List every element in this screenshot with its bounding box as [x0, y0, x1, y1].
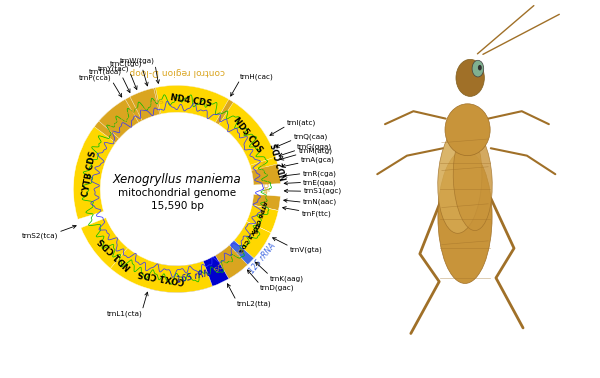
- Text: trnM(atg): trnM(atg): [299, 148, 332, 154]
- Text: 15,590 bp: 15,590 bp: [151, 201, 203, 211]
- Text: Xenogryllus maniema: Xenogryllus maniema: [113, 173, 241, 186]
- Wedge shape: [247, 145, 280, 182]
- Text: trnY(tac): trnY(tac): [98, 65, 130, 72]
- Text: trnS1(agc): trnS1(agc): [304, 188, 341, 194]
- Wedge shape: [251, 164, 280, 185]
- Wedge shape: [73, 127, 116, 219]
- Text: ND3 CDS: ND3 CDS: [258, 160, 268, 192]
- Text: 12S rRNA: 12S rRNA: [247, 241, 277, 275]
- Text: trnL1(cta): trnL1(cta): [106, 311, 142, 317]
- Text: CYTB CDS: CYTB CDS: [81, 150, 98, 197]
- Text: COX2 CDS: COX2 CDS: [212, 245, 244, 271]
- Text: trnF(ttc): trnF(ttc): [302, 211, 331, 217]
- Text: trnK(aag): trnK(aag): [269, 275, 304, 282]
- Text: trnI(atc): trnI(atc): [286, 119, 316, 126]
- Text: trnQ(caa): trnQ(caa): [293, 133, 328, 139]
- Text: COX1 CDS: COX1 CDS: [137, 268, 185, 285]
- Text: trnV(gta): trnV(gta): [290, 246, 322, 253]
- Wedge shape: [252, 194, 280, 211]
- Ellipse shape: [453, 129, 492, 231]
- Text: trnL2(tta): trnL2(tta): [236, 301, 271, 307]
- Text: trnC(tgc): trnC(tgc): [110, 61, 142, 67]
- Text: ND4L CDS: ND4L CDS: [130, 98, 165, 116]
- Wedge shape: [81, 218, 151, 287]
- Text: trnT(aca): trnT(aca): [89, 69, 122, 75]
- Wedge shape: [215, 245, 248, 279]
- Wedge shape: [229, 227, 267, 266]
- Wedge shape: [247, 205, 278, 233]
- Wedge shape: [99, 99, 139, 139]
- Circle shape: [472, 60, 484, 77]
- Ellipse shape: [456, 59, 484, 96]
- Text: ND4 CDS: ND4 CDS: [170, 93, 212, 109]
- Text: ATP8 CDS: ATP8 CDS: [257, 186, 267, 216]
- Wedge shape: [83, 85, 271, 156]
- Text: trnS2(tca): trnS2(tca): [22, 232, 58, 239]
- Text: mitochondrial genome: mitochondrial genome: [118, 188, 236, 198]
- Text: trnE(qaa): trnE(qaa): [303, 179, 337, 186]
- Wedge shape: [130, 88, 160, 121]
- Text: trnH(cac): trnH(cac): [240, 73, 274, 79]
- Text: COX3 CDS: COX3 CDS: [237, 220, 260, 253]
- Text: control region D-loop: control region D-loop: [129, 67, 225, 76]
- Text: trnA(gca): trnA(gca): [301, 156, 335, 163]
- Text: trnW(tga): trnW(tga): [120, 58, 155, 65]
- Wedge shape: [155, 85, 229, 122]
- Text: trnN(aac): trnN(aac): [303, 199, 337, 206]
- Ellipse shape: [438, 126, 482, 233]
- Text: ND2 CDS: ND2 CDS: [272, 141, 290, 181]
- Ellipse shape: [445, 104, 490, 156]
- Text: trnG(gga): trnG(gga): [297, 143, 332, 150]
- Text: 16S rRNA: 16S rRNA: [176, 267, 217, 285]
- Text: ND5 CDS: ND5 CDS: [232, 115, 264, 154]
- Circle shape: [478, 65, 482, 70]
- Wedge shape: [219, 102, 275, 165]
- Text: ATP6 CDS: ATP6 CDS: [251, 199, 266, 233]
- Text: trnP(cca): trnP(cca): [79, 74, 112, 81]
- Text: ND6 CDS: ND6 CDS: [106, 107, 138, 136]
- Text: trnR(cga): trnR(cga): [302, 170, 337, 177]
- Wedge shape: [110, 248, 212, 293]
- Wedge shape: [150, 248, 244, 293]
- Ellipse shape: [438, 150, 492, 284]
- Text: trnD(gac): trnD(gac): [260, 284, 295, 291]
- Text: ND1 CDS: ND1 CDS: [97, 235, 133, 271]
- Wedge shape: [234, 222, 271, 258]
